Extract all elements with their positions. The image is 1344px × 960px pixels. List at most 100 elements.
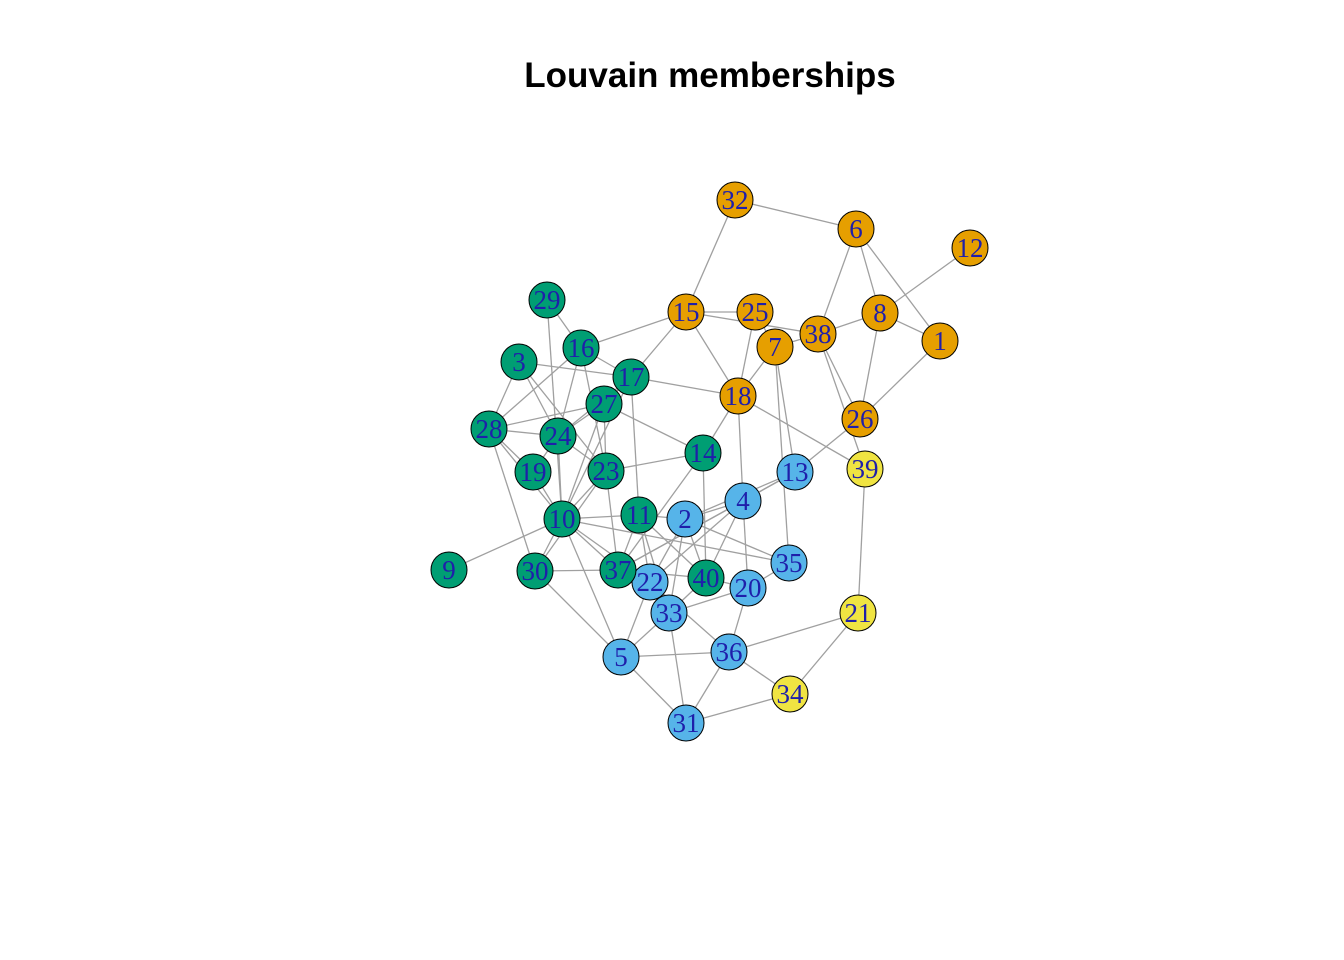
node-circle-3 (500, 343, 538, 381)
node-circle-25 (736, 293, 774, 331)
node-circle-19 (514, 453, 552, 491)
edge-6-38 (817, 228, 857, 335)
node-label-34: 34 (777, 679, 805, 709)
node-circle-16 (562, 329, 600, 367)
node-circle-8 (861, 294, 899, 332)
node-circle-13 (776, 453, 814, 491)
node-label-10: 10 (549, 504, 576, 534)
node-circle-38 (799, 315, 837, 353)
node-label-30: 30 (522, 556, 549, 586)
node-label-11: 11 (626, 500, 652, 530)
edge-28-27 (488, 403, 605, 430)
node-label-2: 2 (678, 504, 692, 534)
node-circle-20 (729, 569, 767, 607)
node-circle-33 (650, 594, 688, 632)
edge-16-28 (488, 347, 582, 430)
node-label-14: 14 (690, 438, 718, 468)
node-circle-15 (667, 293, 705, 331)
edge-5-10 (561, 518, 622, 658)
node-label-15: 15 (673, 297, 700, 327)
node-circle-37 (599, 551, 637, 589)
node-label-40: 40 (693, 563, 720, 593)
node-circle-32 (716, 181, 754, 219)
node-2: 2 (666, 500, 704, 538)
chart-title: Louvain memberships (524, 56, 896, 95)
node-label-36: 36 (716, 637, 743, 667)
node-17: 17 (612, 358, 650, 396)
node-circle-35 (770, 544, 808, 582)
node-15: 15 (667, 293, 705, 331)
node-18: 18 (719, 377, 757, 415)
node-38: 38 (799, 315, 837, 353)
node-label-33: 33 (656, 598, 683, 628)
node-circle-11 (620, 496, 658, 534)
edge-7-13 (774, 346, 796, 473)
node-11: 11 (620, 496, 658, 534)
node-13: 13 (776, 453, 814, 491)
node-40: 40 (687, 559, 725, 597)
node-29: 29 (528, 281, 566, 319)
node-label-20: 20 (735, 573, 762, 603)
edge-22-4 (649, 500, 744, 583)
node-label-24: 24 (545, 421, 573, 451)
node-20: 20 (729, 569, 767, 607)
node-33: 33 (650, 594, 688, 632)
node-label-19: 19 (520, 457, 547, 487)
node-31: 31 (667, 704, 705, 742)
node-label-25: 25 (742, 297, 769, 327)
edge-1-26 (859, 340, 941, 420)
node-label-31: 31 (673, 708, 700, 738)
node-35: 35 (770, 544, 808, 582)
node-10: 10 (543, 500, 581, 538)
edge-30-5 (534, 570, 622, 658)
node-7: 7 (756, 328, 794, 366)
node-circle-31 (667, 704, 705, 742)
node-label-38: 38 (805, 319, 832, 349)
node-circle-23 (587, 452, 625, 490)
node-label-13: 13 (782, 457, 809, 487)
node-circle-40 (687, 559, 725, 597)
node-5: 5 (602, 638, 640, 676)
node-circle-6 (837, 210, 875, 248)
edge-39-21 (857, 468, 866, 614)
node-14: 14 (684, 434, 722, 472)
node-circle-1 (921, 322, 959, 360)
node-label-21: 21 (845, 598, 872, 628)
node-label-17: 17 (618, 362, 645, 392)
node-circle-21 (839, 594, 877, 632)
node-32: 32 (716, 181, 754, 219)
node-label-7: 7 (768, 332, 782, 362)
node-3: 3 (500, 343, 538, 381)
node-25: 25 (736, 293, 774, 331)
node-22: 22 (631, 563, 669, 601)
edge-14-40 (702, 452, 707, 579)
node-label-39: 39 (852, 454, 879, 484)
edge-35-10 (561, 518, 790, 564)
node-30: 30 (516, 552, 554, 590)
node-circle-12 (951, 229, 989, 267)
node-8: 8 (861, 294, 899, 332)
node-9: 9 (430, 551, 468, 589)
node-label-26: 26 (847, 404, 874, 434)
node-circle-29 (528, 281, 566, 319)
node-12: 12 (951, 229, 989, 267)
node-label-1: 1 (933, 326, 947, 356)
edge-38-39 (817, 333, 866, 470)
node-circle-27 (585, 385, 623, 423)
node-19: 19 (514, 453, 552, 491)
edge-14-37 (617, 452, 704, 571)
node-circle-17 (612, 358, 650, 396)
node-label-5: 5 (614, 642, 628, 672)
edge-13-37 (617, 471, 796, 571)
node-label-9: 9 (442, 555, 456, 585)
node-circle-34 (771, 675, 809, 713)
edge-21-36 (728, 612, 859, 653)
node-label-16: 16 (568, 333, 595, 363)
node-circle-5 (602, 638, 640, 676)
edge-32-15 (685, 199, 736, 313)
node-circle-4 (724, 482, 762, 520)
edge-27-10 (561, 403, 605, 520)
edge-7-35 (774, 346, 790, 564)
node-label-32: 32 (722, 185, 749, 215)
